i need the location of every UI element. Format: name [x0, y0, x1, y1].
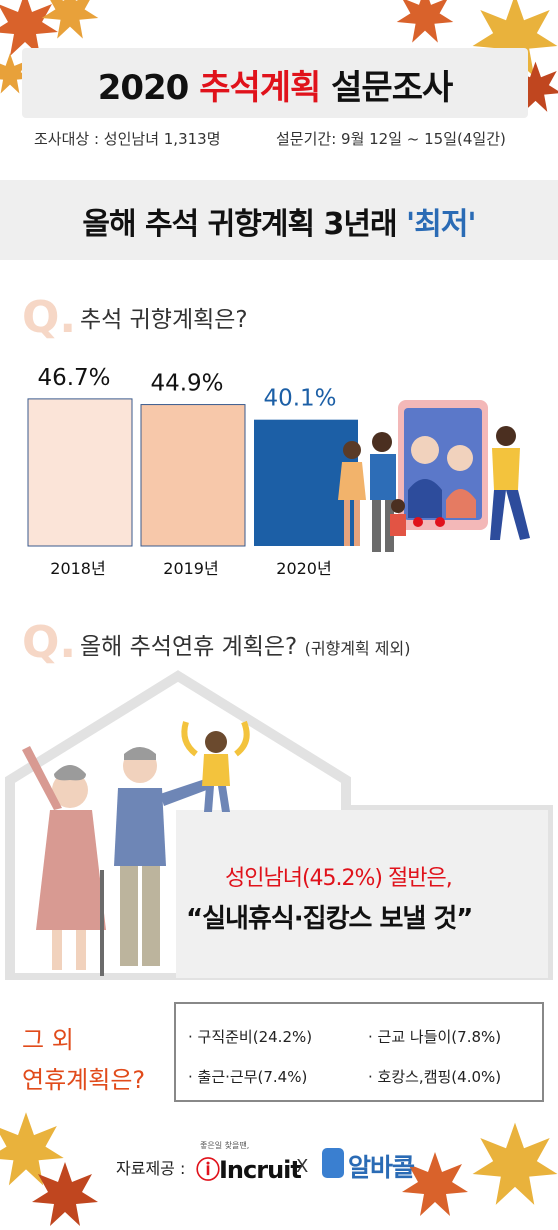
incruit-logo: ⓘIncruit — [196, 1150, 302, 1185]
other-plans-question-line2: 연휴계획은? — [22, 1066, 146, 1094]
value-label: 40.1% — [263, 386, 336, 412]
incruit-logo-text: Incruit — [219, 1156, 302, 1184]
plan-item: · 호캉스,캠핑(4.0%) — [368, 1068, 502, 1086]
headline-main: 올해 추석 귀향계획 3년래 — [82, 207, 397, 242]
title-banner — [22, 48, 528, 118]
maple-leaf-icon — [402, 1152, 468, 1216]
result-summary: 성인남녀(45.2%) 절반은, — [225, 866, 453, 891]
albacall-phone-icon — [322, 1148, 344, 1178]
credit-separator: X — [296, 1156, 309, 1177]
headline: 올해 추석 귀향계획 3년래 '최저' — [0, 199, 558, 243]
plan-item: · 구직준비(24.2%) — [188, 1028, 313, 1046]
incruit-slogan: 좋은일 찾을땐, — [200, 1141, 250, 1150]
value-label: 46.7% — [37, 365, 110, 391]
q2-question: 올해 추석연휴 계획은? (귀향계획 제외) — [80, 627, 410, 661]
other-plans-question-line1: 그 외 — [22, 1026, 74, 1054]
bar-2018년 — [27, 398, 133, 547]
grandmother-figure — [22, 746, 106, 976]
survey-period: 설문기간: 9월 12일 ~ 15일(4일간) — [276, 130, 506, 148]
survey-info: 조사대상 : 성인남녀 1,313명 설문기간: 9월 12일 ~ 15일(4일… — [0, 128, 558, 148]
maple-leaf-icon — [0, 0, 58, 56]
maple-leaf-icon — [41, 0, 99, 39]
survey-target: 조사대상 : 성인남녀 1,313명 — [34, 130, 221, 148]
title-year: 2020 — [97, 68, 190, 108]
child-figure — [202, 731, 230, 812]
title-rest: 설문조사 — [331, 68, 453, 108]
grandfather-figure — [114, 747, 212, 966]
other-plans-box: · 구직준비(24.2%) · 근교 나들이(7.8%) · 출근·근무(7.4… — [174, 1002, 544, 1102]
q2-mark: Q. — [22, 617, 77, 668]
category-label: 2020년 — [276, 559, 331, 578]
page-title: 2020 추석계획 설문조사 — [22, 60, 528, 109]
q1-question: 추석 귀향계획은? — [80, 307, 248, 333]
homecoming-bar-chart: 46.7% 2018년 44.9% 2019년 40.1% 2020년 — [27, 365, 530, 578]
maple-leaf-icon — [0, 1112, 64, 1186]
q2-question-main: 올해 추석연휴 계획은? — [80, 634, 298, 660]
bar-2019년 — [140, 404, 246, 547]
plan-item: · 근교 나들이(7.8%) — [368, 1028, 502, 1046]
albacall-logo: 알바콜 — [348, 1153, 415, 1182]
maple-leaf-icon — [472, 0, 558, 77]
title-accent: 추석계획 — [199, 68, 321, 108]
value-label: 44.9% — [150, 371, 223, 397]
house-illustration — [5, 670, 553, 980]
plan-item: · 출근·근무(7.4%) — [188, 1068, 308, 1086]
incruit-logo-mark-icon: ⓘ — [196, 1156, 220, 1184]
maple-leaf-icon — [472, 1122, 558, 1205]
headline-accent: '최저' — [406, 207, 477, 242]
result-quote: “실내휴식·집캉스 보낼 것” — [186, 904, 473, 934]
maple-leaf-icon — [396, 0, 454, 43]
category-label: 2018년 — [50, 559, 105, 578]
category-label: 2019년 — [163, 559, 218, 578]
maple-leaf-icon — [32, 1162, 98, 1226]
q1-mark: Q. — [22, 292, 77, 343]
video-call-illustration — [338, 400, 530, 552]
headline-banner — [0, 180, 558, 260]
credit-label: 자료제공 : — [116, 1159, 186, 1178]
q2-question-sub: (귀향계획 제외) — [304, 639, 411, 658]
